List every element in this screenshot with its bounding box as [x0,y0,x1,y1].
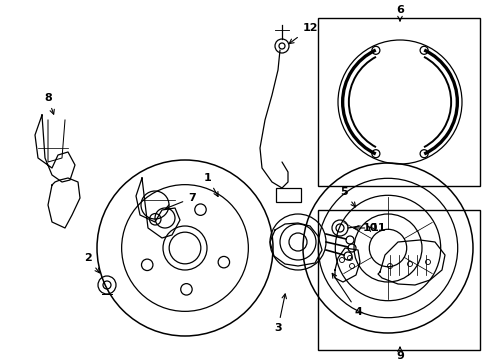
Bar [317,210,479,350]
Text: 2: 2 [84,253,100,273]
Text: 3: 3 [274,294,286,333]
Bar [317,18,479,186]
Text: 8: 8 [44,93,54,114]
Text: 9: 9 [395,347,403,360]
Bar [275,188,301,202]
Text: 10: 10 [362,223,377,233]
Text: 4: 4 [331,273,361,317]
Text: 1: 1 [203,173,218,197]
Text: 6: 6 [395,5,403,21]
Text: 5: 5 [340,187,355,207]
Text: 11: 11 [353,223,385,233]
Text: 7: 7 [165,193,196,209]
Text: 12: 12 [288,23,317,44]
